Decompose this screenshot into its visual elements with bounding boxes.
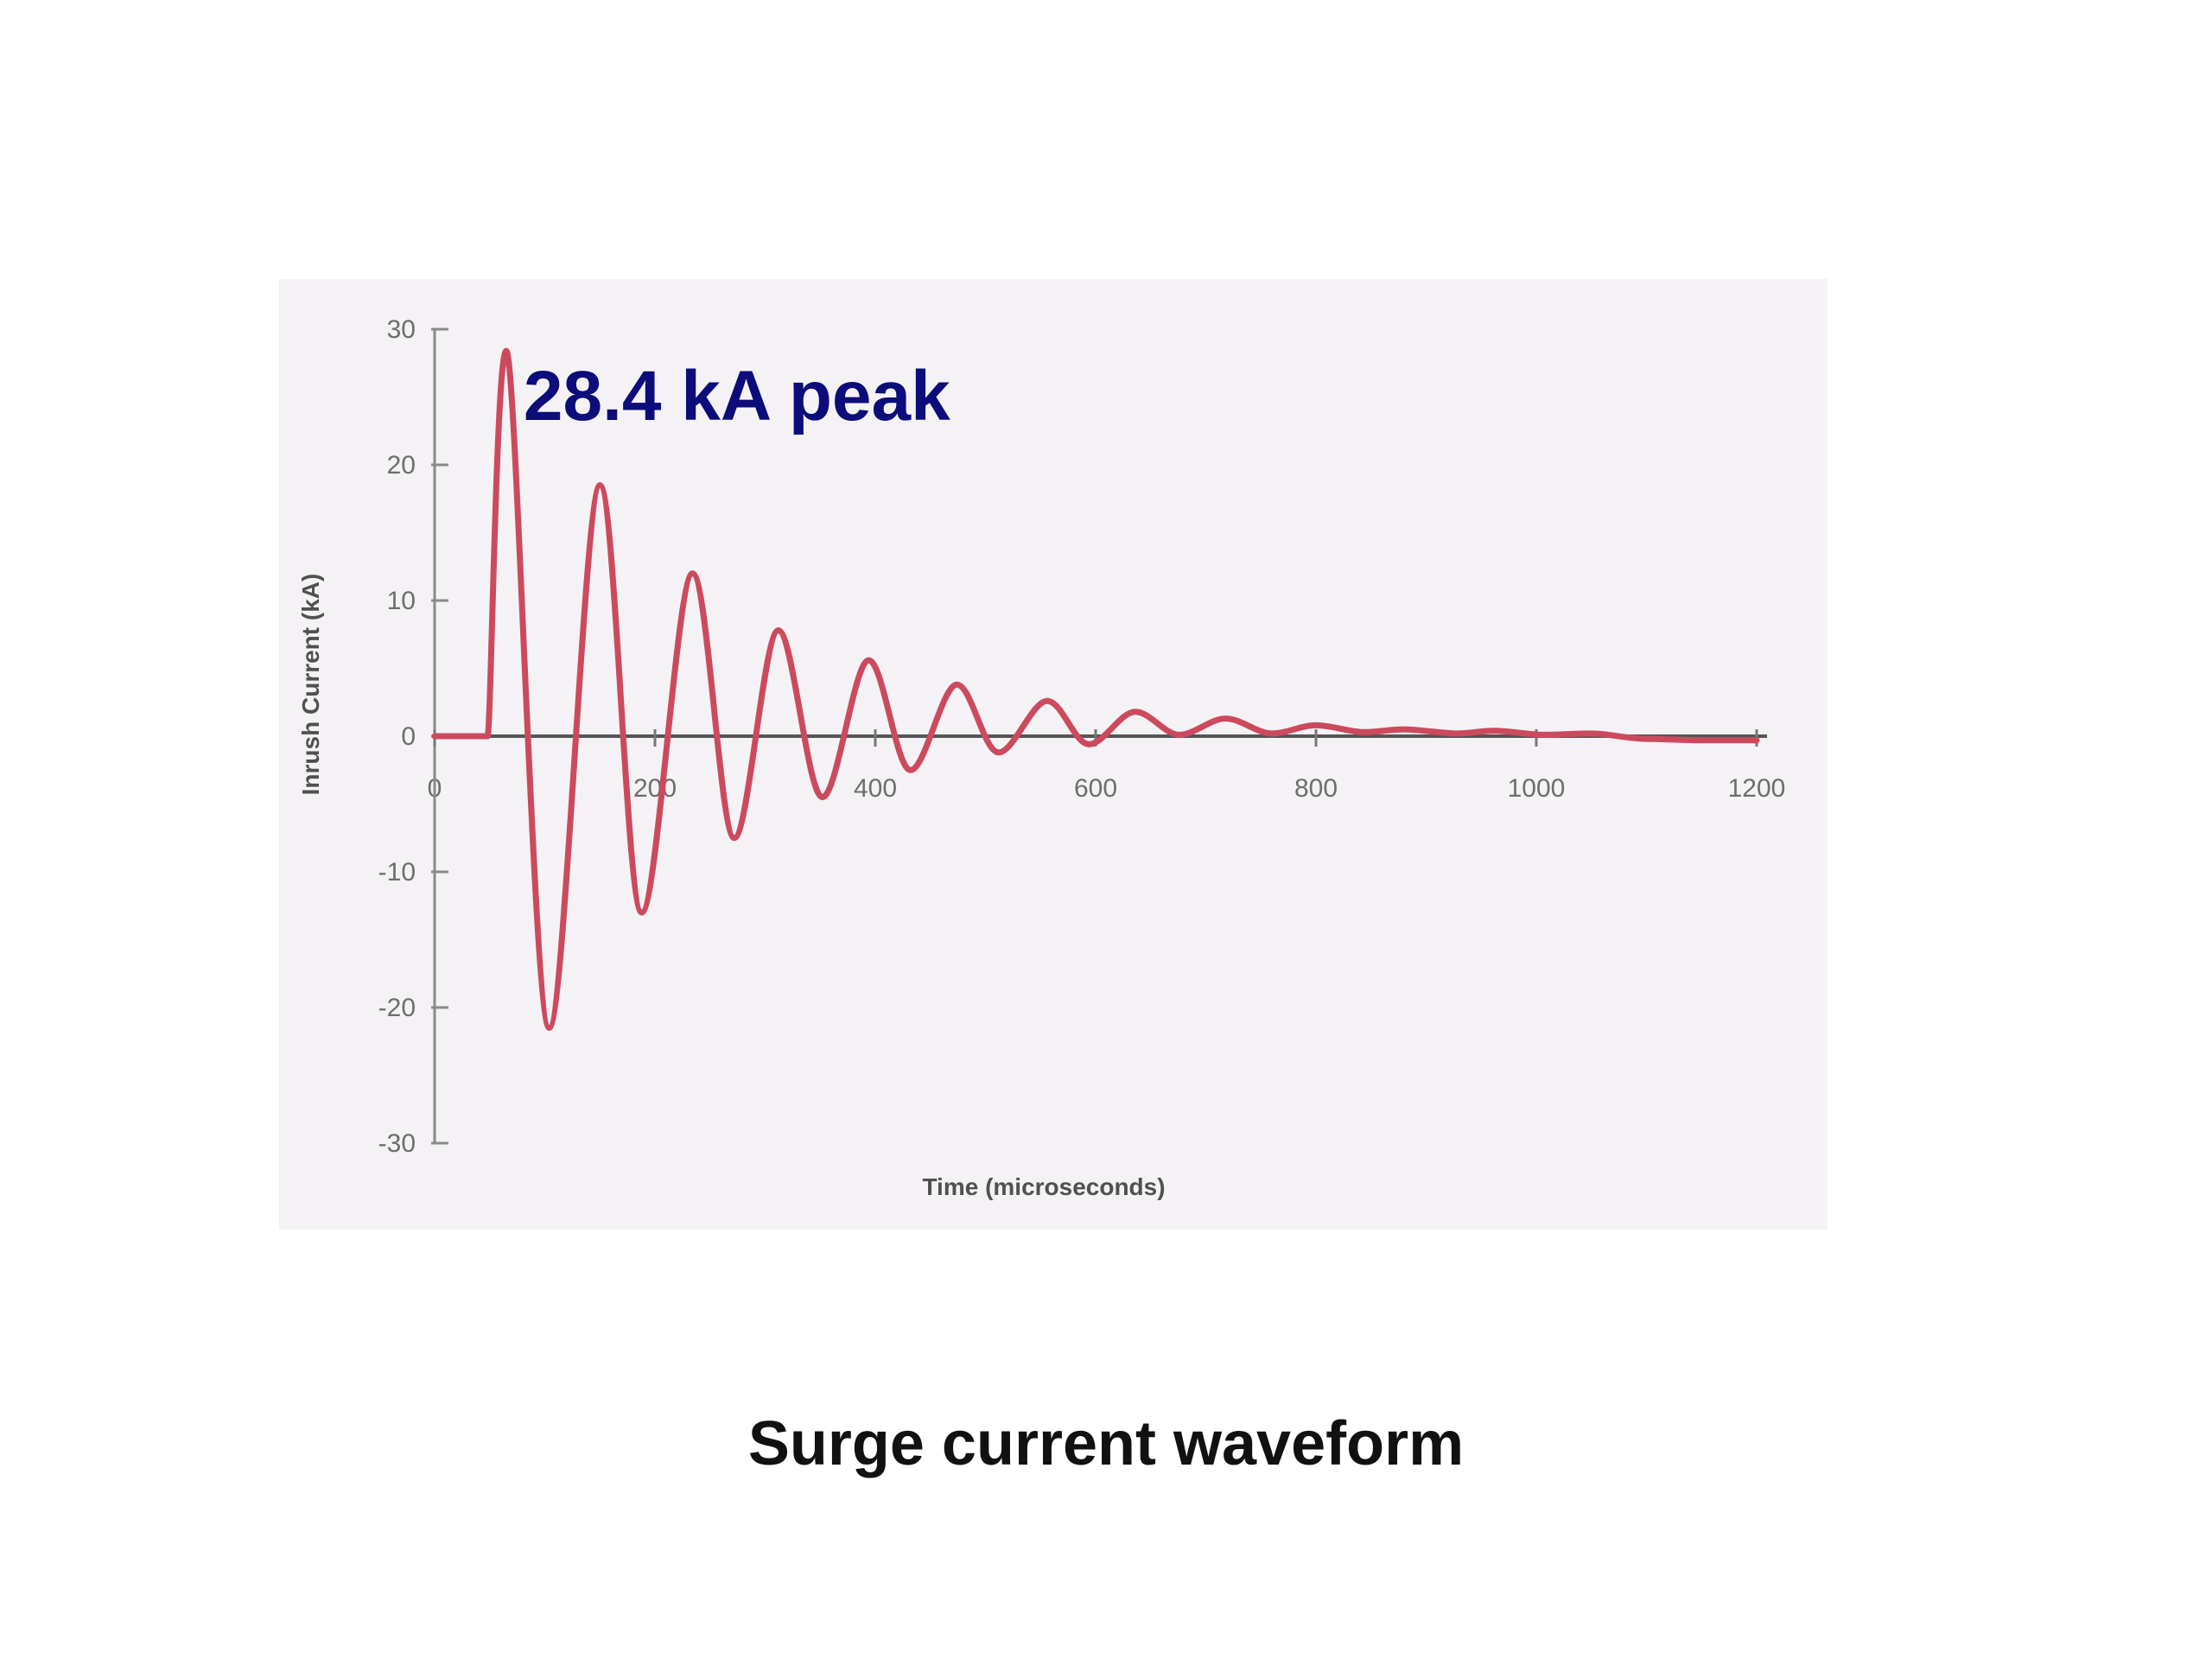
y-tick-label: 30: [387, 315, 416, 344]
y-tick-label: -10: [378, 858, 416, 887]
y-tick-label: 20: [387, 451, 416, 480]
x-axis-title: Time (microseconds): [922, 1173, 1165, 1200]
x-tick-label: 600: [1074, 774, 1117, 803]
y-tick-label: 0: [401, 722, 416, 751]
peak-annotation: 28.4 kA peak: [524, 357, 950, 435]
x-tick-label: 800: [1294, 774, 1338, 803]
y-tick-label: -30: [378, 1129, 416, 1158]
x-tick-label: 1000: [1508, 774, 1566, 803]
figure-caption: Surge current waveform: [747, 1409, 1465, 1478]
surge-current-line: [431, 347, 1760, 1031]
x-tick-label: 1200: [1728, 774, 1786, 803]
y-axis-title: Inrush Current (kA): [297, 574, 324, 796]
y-tick-label: 10: [387, 587, 416, 615]
x-tick-label: 400: [854, 774, 897, 803]
x-tick-label: 200: [633, 774, 677, 803]
y-tick-label: -20: [378, 994, 416, 1022]
